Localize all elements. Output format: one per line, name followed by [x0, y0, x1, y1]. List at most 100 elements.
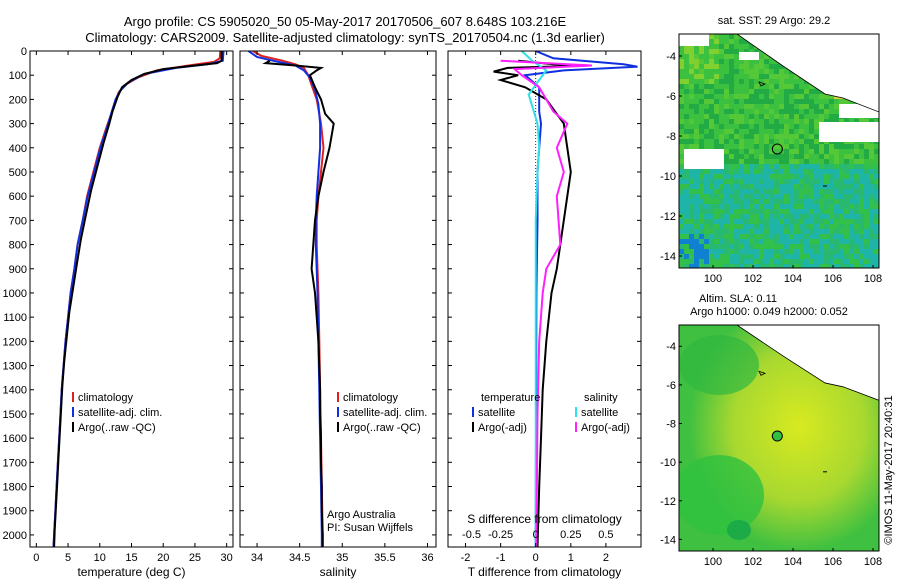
sst-pixel — [749, 64, 754, 69]
sst-pixel — [749, 214, 754, 219]
sst-pixel — [739, 159, 744, 164]
sst-pixel — [779, 219, 784, 224]
sst-pixel — [714, 219, 719, 224]
temperature-series-0 — [52, 51, 222, 547]
sst-pixel — [799, 259, 804, 264]
sst-pixel — [684, 209, 689, 214]
sst-pixel — [774, 204, 779, 209]
sst-pixel — [859, 224, 864, 229]
sst-pixel — [739, 149, 744, 154]
sst-pixel — [814, 219, 819, 224]
sst-pixel — [679, 149, 684, 154]
sst-pixel — [684, 124, 689, 129]
sst-pixel — [739, 124, 744, 129]
depth-tick-label-5: 500 — [9, 167, 27, 179]
sst-pixel — [754, 124, 759, 129]
sst-pixel — [689, 139, 694, 144]
sst-pixel — [729, 64, 734, 69]
sst-pixel — [714, 179, 719, 184]
sst-pixel — [694, 54, 699, 59]
sst-pixel — [704, 59, 709, 64]
sst-pixel — [684, 74, 689, 79]
sst-pixel — [684, 49, 689, 54]
sst-pixel — [779, 129, 784, 134]
sst-pixel — [744, 99, 749, 104]
sst-pixel — [794, 264, 799, 268]
sla-map-title-line2: Argo h1000: 0.049 h2000: 0.052 — [690, 306, 848, 318]
sst-pixel — [734, 44, 739, 49]
sst-pixel — [714, 259, 719, 264]
sst-pixel — [794, 189, 799, 194]
sst-pixel — [719, 139, 724, 144]
sst-pixel — [754, 224, 759, 229]
sst-pixel — [854, 219, 859, 224]
sst-pixel — [704, 169, 709, 174]
sst-pixel — [774, 79, 779, 84]
sst-pixel — [789, 219, 794, 224]
sst-pixel — [744, 124, 749, 129]
sst-pixel — [739, 64, 744, 69]
sst-pixel — [724, 154, 729, 159]
sst-pixel — [834, 209, 839, 214]
sla-map-field — [679, 325, 879, 551]
sst-pixel — [864, 154, 869, 159]
sst-pixel — [854, 199, 859, 204]
sst-pixel — [734, 84, 739, 89]
sst-pixel — [799, 219, 804, 224]
sst-pixel — [839, 184, 844, 189]
sst-pixel — [809, 109, 814, 114]
sst-pixel — [874, 254, 879, 259]
sst-pixel — [709, 34, 714, 39]
sst-pixel — [784, 104, 789, 109]
sst-pixel — [764, 219, 769, 224]
sst-pixel — [764, 154, 769, 159]
sst-pixel — [829, 164, 834, 169]
sst-pixel — [714, 59, 719, 64]
sst-pixel — [704, 54, 709, 59]
sst-pixel — [764, 229, 769, 234]
sst-pixel — [694, 74, 699, 79]
sst-pixel — [839, 264, 844, 268]
sst-pixel — [794, 179, 799, 184]
sst-pixel — [829, 254, 834, 259]
sst-pixel — [824, 219, 829, 224]
sst-pixel — [744, 109, 749, 114]
sst-pixel — [824, 114, 829, 119]
sst-pixel — [739, 179, 744, 184]
sst-pixel — [724, 99, 729, 104]
credit-pi: PI: Susan Wijffels — [327, 522, 413, 534]
sst-pixel — [799, 89, 804, 94]
sst-pixel — [854, 179, 859, 184]
sst-pixel — [729, 174, 734, 179]
sst-pixel — [724, 104, 729, 109]
salinity-legend-item-2: Argo(..raw -QC) — [343, 422, 421, 434]
sst-pixel — [764, 99, 769, 104]
sst-pixel — [784, 194, 789, 199]
sst-pixel — [774, 264, 779, 268]
sst-pixel — [719, 184, 724, 189]
sst-pixel — [819, 239, 824, 244]
sst-pixel — [864, 239, 869, 244]
sst-pixel — [729, 109, 734, 114]
sst-pixel — [744, 119, 749, 124]
sst-pixel — [759, 89, 764, 94]
sst-map-xtick-label-3: 106 — [824, 273, 842, 285]
sst-pixel — [799, 164, 804, 169]
sst-pixel — [684, 69, 689, 74]
sst-pixel — [769, 124, 774, 129]
sst-pixel — [694, 139, 699, 144]
sst-pixel — [834, 119, 839, 124]
sst-pixel — [689, 199, 694, 204]
sst-pixel — [734, 104, 739, 109]
sst-pixel — [719, 214, 724, 219]
sst-pixel — [784, 219, 789, 224]
sst-pixel — [829, 264, 834, 268]
sst-pixel — [809, 169, 814, 174]
sst-pixel — [864, 189, 869, 194]
sst-pixel — [709, 259, 714, 264]
sst-pixel — [679, 199, 684, 204]
sst-pixel — [834, 229, 839, 234]
sst-pixel — [809, 244, 814, 249]
sst-pixel — [844, 259, 849, 264]
